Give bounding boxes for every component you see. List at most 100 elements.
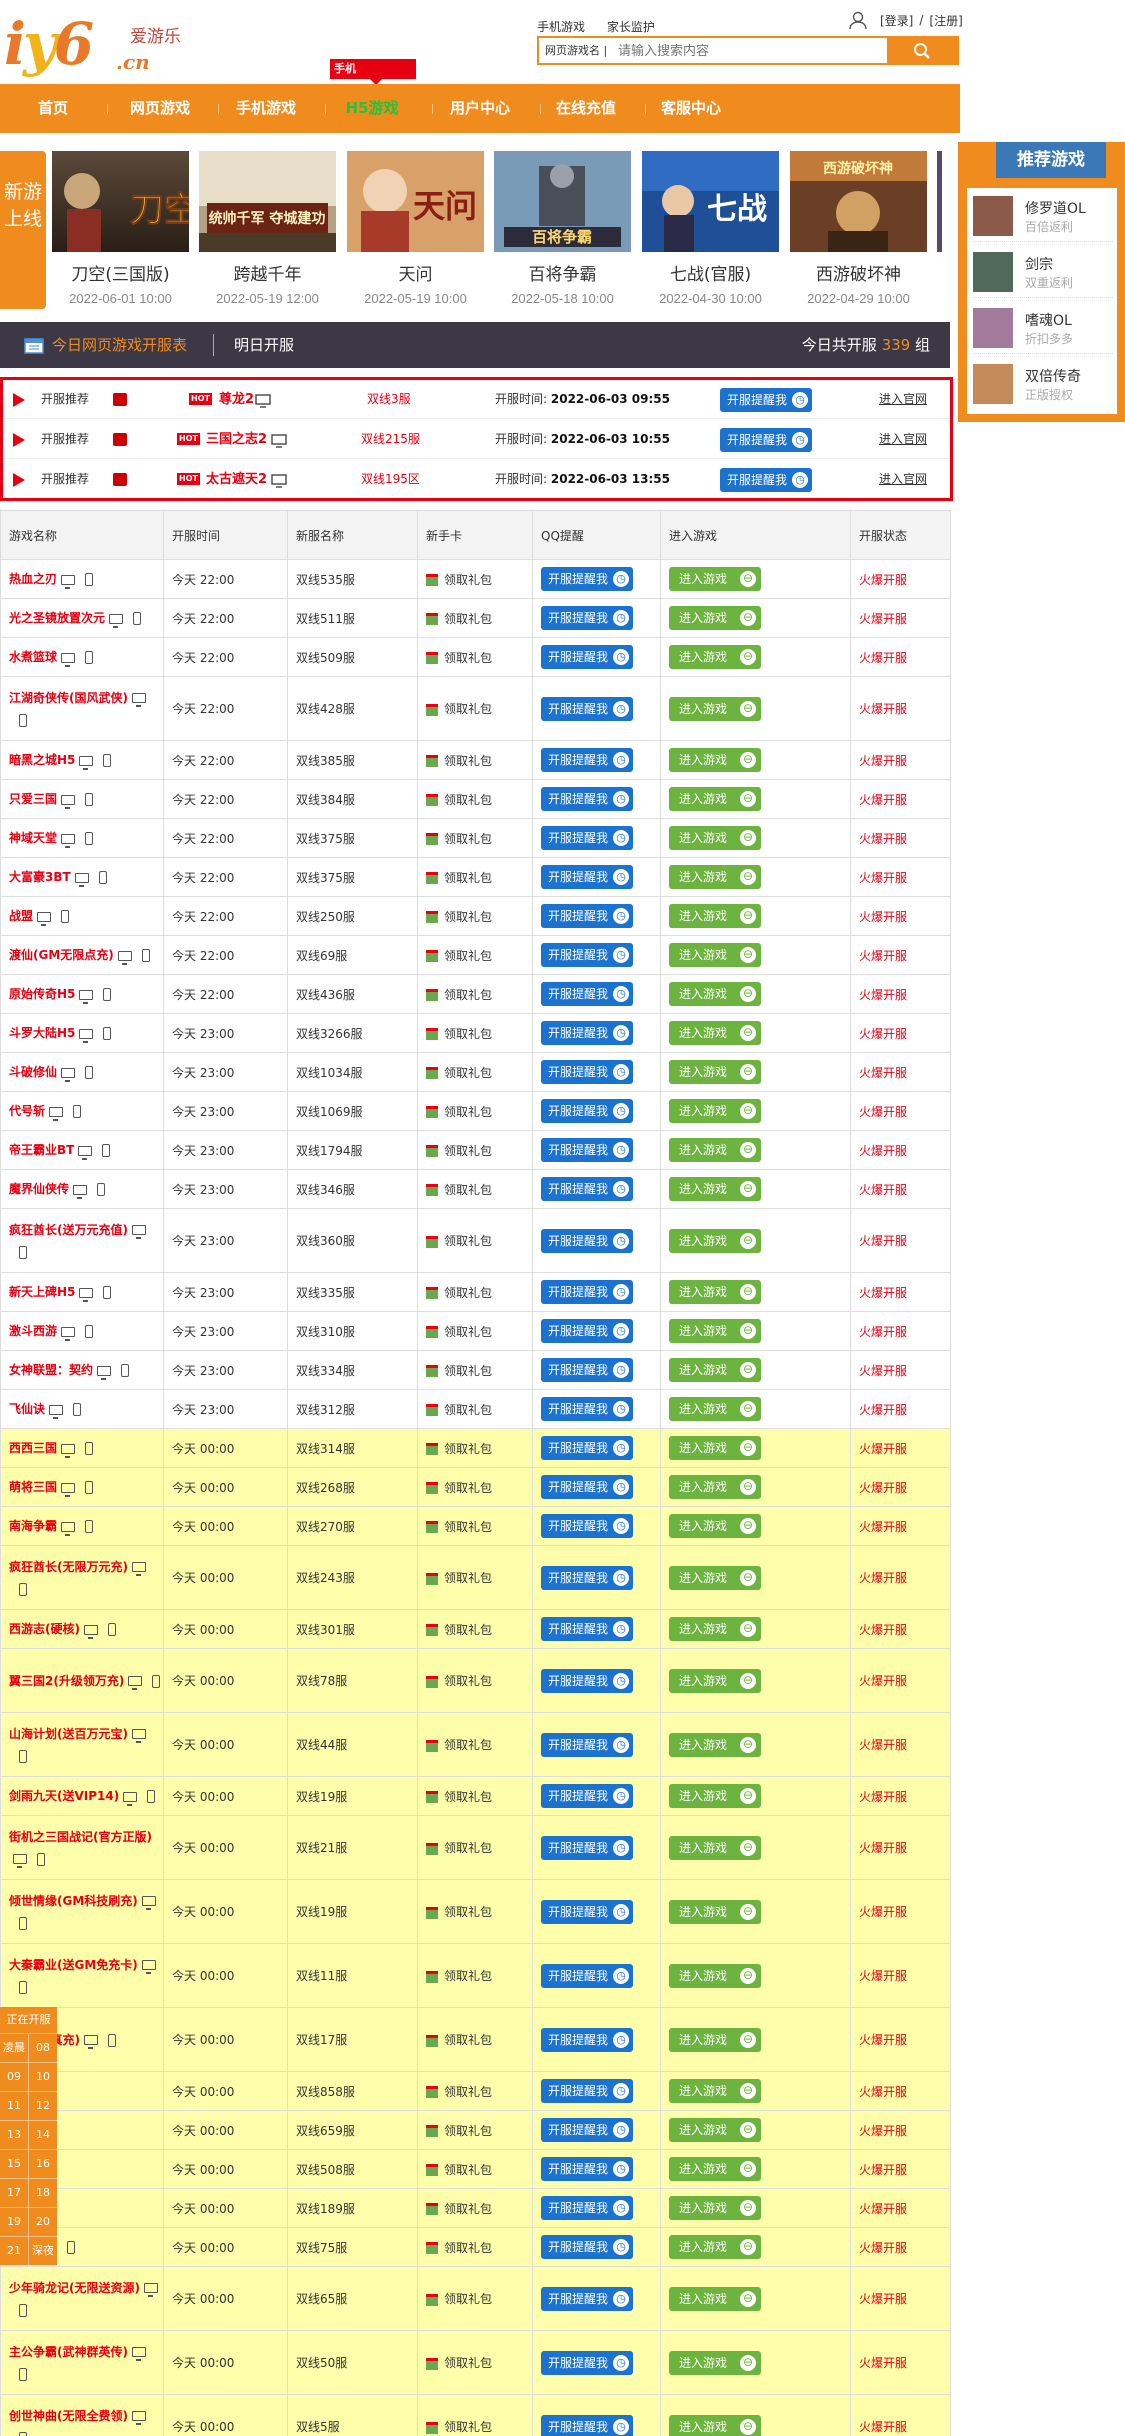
enter-game-button[interactable]: 进入游戏 ⊖ bbox=[669, 2286, 761, 2311]
new-game-card[interactable]: 百将争霸 百将争霸 2022-05-18 10:00 bbox=[494, 151, 631, 306]
hour-cell[interactable]: 凌晨 bbox=[0, 2033, 28, 2061]
enter-game-button[interactable]: 进入游戏 ⊖ bbox=[669, 1228, 761, 1253]
game-name-link[interactable]: 大秦霸业(送GM免充卡) bbox=[9, 1958, 156, 1994]
hour-cell[interactable]: 08 bbox=[29, 2033, 57, 2061]
game-name[interactable]: 疯狂酋长(无限万元充) bbox=[9, 1559, 128, 1574]
game-name[interactable]: 飞仙诀 bbox=[9, 1402, 46, 1416]
game-name[interactable]: 斗罗大陆H5 bbox=[9, 1026, 76, 1040]
game-name-link[interactable]: 江湖奇侠传(国风武侠) bbox=[9, 691, 146, 727]
remind-button[interactable]: 开服提醒我 ◷ bbox=[541, 748, 633, 772]
gift-link[interactable]: 领取礼包 bbox=[444, 987, 493, 1002]
game-name[interactable]: 只爱三国 bbox=[9, 792, 58, 806]
game-name[interactable]: 西西三国 bbox=[9, 1441, 58, 1455]
hour-cell[interactable]: 13 bbox=[0, 2120, 28, 2148]
gift-link[interactable]: 领取礼包 bbox=[444, 1969, 493, 1983]
remind-button[interactable]: 开服提醒我 ◷ bbox=[720, 428, 812, 452]
hour-cell[interactable]: 20 bbox=[29, 2207, 57, 2235]
game-name[interactable]: 翼三国2(升级领万充) bbox=[9, 1673, 125, 1688]
enter-game-button[interactable]: 进入游戏 ⊖ bbox=[669, 1280, 761, 1304]
game-name-link[interactable]: 疯狂酋长(无限万元充) bbox=[9, 1560, 146, 1596]
game-name-link[interactable]: 水煮篮球 bbox=[9, 650, 94, 667]
game-name-link[interactable]: 山海计划(送百万元宝) bbox=[9, 1727, 146, 1763]
nav-mobile-games[interactable]: 手机游戏 bbox=[235, 99, 296, 117]
enter-game-button[interactable]: 进入游戏 ⊖ bbox=[669, 1617, 761, 1641]
new-game-card[interactable]: 七战 七战(官服) 2022-04-30 10:00 bbox=[642, 151, 779, 306]
game-name-link[interactable]: 疯狂酋长(送万元充值) bbox=[9, 1223, 146, 1259]
hour-cell[interactable]: 21 bbox=[0, 2236, 28, 2264]
top-link-parental-control[interactable]: 家长监护 bbox=[606, 20, 655, 34]
game-name-link[interactable]: 南海争霸 bbox=[9, 1519, 94, 1536]
game-name-link[interactable]: 街机之三国战记(官方正版) bbox=[9, 1830, 152, 1868]
search-input[interactable] bbox=[614, 38, 887, 63]
remind-button[interactable]: 开服提醒我 ◷ bbox=[541, 1280, 633, 1304]
gift-link[interactable]: 领取礼包 bbox=[444, 2240, 493, 2255]
gift-link[interactable]: 领取礼包 bbox=[444, 1324, 493, 1339]
top-link-mobile-games[interactable]: 手机游戏 bbox=[537, 20, 586, 34]
game-name[interactable]: 帝王霸业BT bbox=[9, 1143, 75, 1157]
gift-link[interactable]: 领取礼包 bbox=[444, 1841, 493, 1855]
gift-link[interactable]: 领取礼包 bbox=[444, 1285, 493, 1300]
remind-button[interactable]: 开服提醒我 ◷ bbox=[541, 1319, 633, 1343]
game-name-link[interactable]: 大富豪3BT bbox=[9, 870, 107, 887]
game-name-link[interactable]: 代号斩 bbox=[9, 1104, 82, 1121]
enter-game-button[interactable]: 进入游戏 ⊖ bbox=[669, 1899, 761, 1924]
enter-game-button[interactable]: 进入游戏 ⊖ bbox=[669, 943, 761, 967]
remind-button[interactable]: 开服提醒我 ◷ bbox=[541, 1228, 633, 1253]
remind-button[interactable]: 开服提醒我 ◷ bbox=[541, 2235, 633, 2259]
gift-link[interactable]: 领取礼包 bbox=[444, 1441, 493, 1456]
featured-game-name[interactable]: 尊龙2 bbox=[219, 392, 255, 407]
remind-button[interactable]: 开服提醒我 ◷ bbox=[541, 904, 633, 928]
game-cover[interactable]: 西游破坏神 bbox=[790, 151, 927, 252]
official-site-link[interactable]: 进入官网 bbox=[879, 472, 928, 486]
game-name[interactable]: 疯狂酋长(送万元充值) bbox=[9, 1222, 128, 1237]
game-cover[interactable]: 七战 bbox=[642, 151, 779, 252]
gift-link[interactable]: 领取礼包 bbox=[444, 1104, 493, 1119]
nav-user-center[interactable]: 用户中心 bbox=[449, 99, 510, 117]
enter-game-button[interactable]: 进入游戏 ⊖ bbox=[669, 904, 761, 928]
remind-button[interactable]: 开服提醒我 ◷ bbox=[541, 1668, 633, 1693]
game-cover[interactable]: 百将争霸 bbox=[494, 151, 631, 252]
enter-game-button[interactable]: 进入游戏 ⊖ bbox=[669, 1319, 761, 1343]
game-name-link[interactable]: 魔界仙侠传 bbox=[9, 1182, 106, 1199]
game-name[interactable]: 西游志(硬核) bbox=[9, 1622, 80, 1636]
game-name-link[interactable]: 飞仙诀 bbox=[9, 1402, 82, 1419]
game-cover[interactable]: 天问 bbox=[347, 151, 484, 252]
hour-cell[interactable]: 09 bbox=[0, 2062, 28, 2090]
enter-game-button[interactable]: 进入游戏 ⊖ bbox=[669, 606, 761, 630]
gift-link[interactable]: 领取礼包 bbox=[444, 702, 493, 716]
game-name[interactable]: 大富豪3BT bbox=[9, 870, 71, 884]
gift-link[interactable]: 领取礼包 bbox=[444, 2420, 493, 2434]
gift-link[interactable]: 领取礼包 bbox=[444, 2033, 493, 2047]
recommend-item[interactable]: 修罗道OL 百倍返利 bbox=[973, 192, 1113, 242]
remind-button[interactable]: 开服提醒我 ◷ bbox=[541, 1784, 633, 1808]
game-name-link[interactable]: 主公争霸(武神群英传) bbox=[9, 2345, 146, 2381]
enter-game-button[interactable]: 进入游戏 ⊖ bbox=[669, 1565, 761, 1590]
gift-link[interactable]: 领取礼包 bbox=[444, 1402, 493, 1417]
game-name[interactable]: 斗破修仙 bbox=[9, 1065, 58, 1079]
hour-cell[interactable]: 10 bbox=[29, 2062, 57, 2090]
gift-link[interactable]: 领取礼包 bbox=[444, 1789, 493, 1804]
login-link[interactable]: [登录] bbox=[880, 13, 914, 28]
enter-game-button[interactable]: 进入游戏 ⊖ bbox=[669, 696, 761, 721]
remind-button[interactable]: 开服提醒我 ◷ bbox=[541, 2118, 633, 2142]
remind-button[interactable]: 开服提醒我 ◷ bbox=[541, 1835, 633, 1860]
gift-link[interactable]: 领取礼包 bbox=[444, 1065, 493, 1080]
enter-game-button[interactable]: 进入游戏 ⊖ bbox=[669, 1963, 761, 1988]
game-cover[interactable]: 统帅千军 夺城建功 bbox=[199, 151, 336, 252]
enter-game-button[interactable]: 进入游戏 ⊖ bbox=[669, 1138, 761, 1162]
gift-link[interactable]: 领取礼包 bbox=[444, 1143, 493, 1158]
remind-button[interactable]: 开服提醒我 ◷ bbox=[541, 2286, 633, 2311]
official-site-link[interactable]: 进入官网 bbox=[879, 432, 928, 446]
enter-game-button[interactable]: 进入游戏 ⊖ bbox=[669, 1099, 761, 1123]
game-name[interactable]: 水煮篮球 bbox=[9, 650, 58, 664]
remind-button[interactable]: 开服提醒我 ◷ bbox=[541, 1358, 633, 1382]
remind-button[interactable]: 开服提醒我 ◷ bbox=[720, 388, 812, 412]
gift-link[interactable]: 领取礼包 bbox=[444, 1519, 493, 1534]
hour-cell[interactable]: 17 bbox=[0, 2178, 28, 2206]
enter-game-button[interactable]: 进入游戏 ⊖ bbox=[669, 2118, 761, 2142]
game-name-link[interactable]: 女神联盟：契约 bbox=[9, 1363, 130, 1380]
enter-game-button[interactable]: 进入游戏 ⊖ bbox=[669, 1358, 761, 1382]
gift-link[interactable]: 领取礼包 bbox=[444, 2123, 493, 2138]
enter-game-button[interactable]: 进入游戏 ⊖ bbox=[669, 1060, 761, 1084]
game-name[interactable]: 激斗西游 bbox=[9, 1324, 58, 1338]
